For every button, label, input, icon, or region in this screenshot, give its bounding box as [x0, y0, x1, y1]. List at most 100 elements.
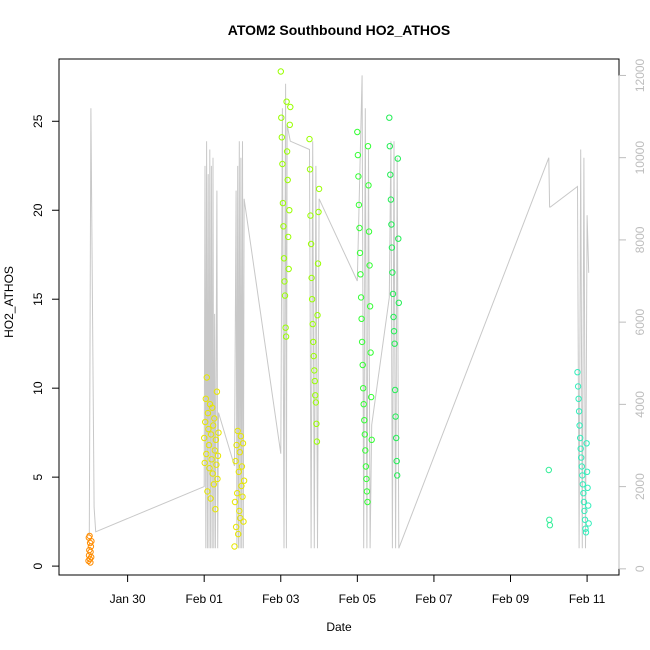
- data-point: [284, 176, 291, 184]
- data-point: [358, 338, 366, 346]
- data-point: [387, 171, 394, 178]
- x-tick-label: Feb 01: [186, 592, 224, 606]
- data-point: [211, 447, 219, 454]
- data-point: [287, 103, 294, 111]
- data-point: [356, 249, 364, 257]
- data-point: [283, 148, 291, 155]
- data-point: [203, 374, 211, 381]
- data-point: [282, 333, 290, 340]
- x-tick-label: Feb 03: [262, 592, 300, 606]
- data-point: [367, 349, 374, 356]
- data-point: [234, 490, 241, 497]
- data-point: [577, 434, 584, 442]
- data-point: [585, 520, 592, 527]
- data-point: [366, 303, 374, 310]
- data-point: [309, 320, 316, 328]
- data-point: [238, 482, 245, 490]
- x-axis: Jan 30 Feb 01 Feb 03 Feb 05 Feb 07 Feb 09 Feb …: [110, 574, 606, 606]
- data-point: [231, 498, 239, 506]
- data-point: [214, 475, 221, 483]
- data-point: [281, 292, 289, 299]
- data-point: [546, 516, 553, 523]
- data-point: [204, 488, 211, 495]
- data-point: [282, 324, 289, 331]
- data-point: [312, 399, 320, 406]
- data-point: [279, 160, 286, 168]
- data-point: [311, 377, 318, 385]
- data-point: [202, 395, 210, 402]
- y2-tick-label: 4000: [633, 391, 647, 418]
- data-point: [389, 290, 397, 298]
- data-point: [575, 395, 582, 402]
- y2-axis: 0 2000 4000 6000 8000 10000 12000: [618, 58, 647, 572]
- data-point: [579, 481, 586, 488]
- data-point: [239, 493, 246, 500]
- data-point: [585, 502, 592, 509]
- data-point: [86, 555, 94, 563]
- data-point: [583, 440, 590, 447]
- data-point: [235, 468, 243, 475]
- data-point: [232, 457, 239, 465]
- data-point: [356, 224, 363, 232]
- y2-tick-label: 8000: [633, 226, 647, 253]
- data-point: [359, 361, 366, 369]
- secondary-series-line: [88, 75, 590, 549]
- data-point: [393, 434, 400, 442]
- data-point: [285, 265, 292, 273]
- data-point: [366, 262, 373, 269]
- y2-tick-label: 10000: [633, 141, 647, 175]
- data-point: [580, 498, 588, 506]
- data-point: [574, 383, 582, 390]
- x-tick-label: Feb 11: [569, 592, 606, 606]
- data-point: [240, 477, 248, 484]
- data-point: [213, 388, 221, 395]
- data-points: [85, 68, 592, 566]
- data-point: [286, 121, 293, 129]
- data-point: [278, 114, 285, 121]
- data-point: [208, 456, 215, 463]
- y2-tick-label: 12000: [633, 58, 647, 92]
- data-point: [237, 514, 244, 522]
- data-point: [310, 338, 317, 346]
- data-point: [212, 506, 219, 513]
- x-tick-label: Jan 30: [110, 592, 146, 606]
- data-point: [88, 538, 95, 545]
- data-point: [209, 470, 216, 477]
- data-point: [386, 114, 393, 121]
- data-point: [394, 155, 401, 162]
- data-point: [281, 278, 288, 285]
- data-point: [355, 201, 363, 209]
- data-point: [395, 299, 402, 306]
- data-point: [236, 449, 244, 456]
- data-point: [578, 454, 585, 461]
- y-axis-label: HO2_ATHOS: [2, 266, 16, 338]
- data-point: [88, 554, 95, 561]
- data-point: [394, 472, 401, 479]
- data-point: [313, 438, 321, 445]
- data-point: [577, 445, 584, 452]
- plot-frame: [58, 58, 620, 576]
- data-point: [393, 457, 400, 465]
- data-point: [361, 417, 368, 424]
- y2-tick-label: 0: [633, 565, 647, 572]
- data-point: [210, 422, 217, 429]
- data-point: [354, 151, 362, 159]
- data-point: [387, 196, 395, 203]
- data-point: [364, 498, 371, 506]
- y-tick-label: 0: [31, 562, 45, 569]
- data-point: [280, 255, 288, 262]
- data-point: [212, 436, 220, 443]
- data-point: [546, 522, 554, 529]
- data-point: [233, 441, 240, 449]
- data-point: [215, 429, 222, 436]
- data-point: [580, 490, 587, 497]
- data-point: [354, 128, 361, 136]
- data-point: [234, 427, 241, 435]
- data-point: [232, 523, 240, 531]
- data-point: [584, 484, 591, 491]
- data-point: [201, 459, 208, 467]
- data-point: [574, 369, 581, 376]
- data-point: [308, 274, 315, 282]
- x-axis-label: Date: [326, 620, 352, 634]
